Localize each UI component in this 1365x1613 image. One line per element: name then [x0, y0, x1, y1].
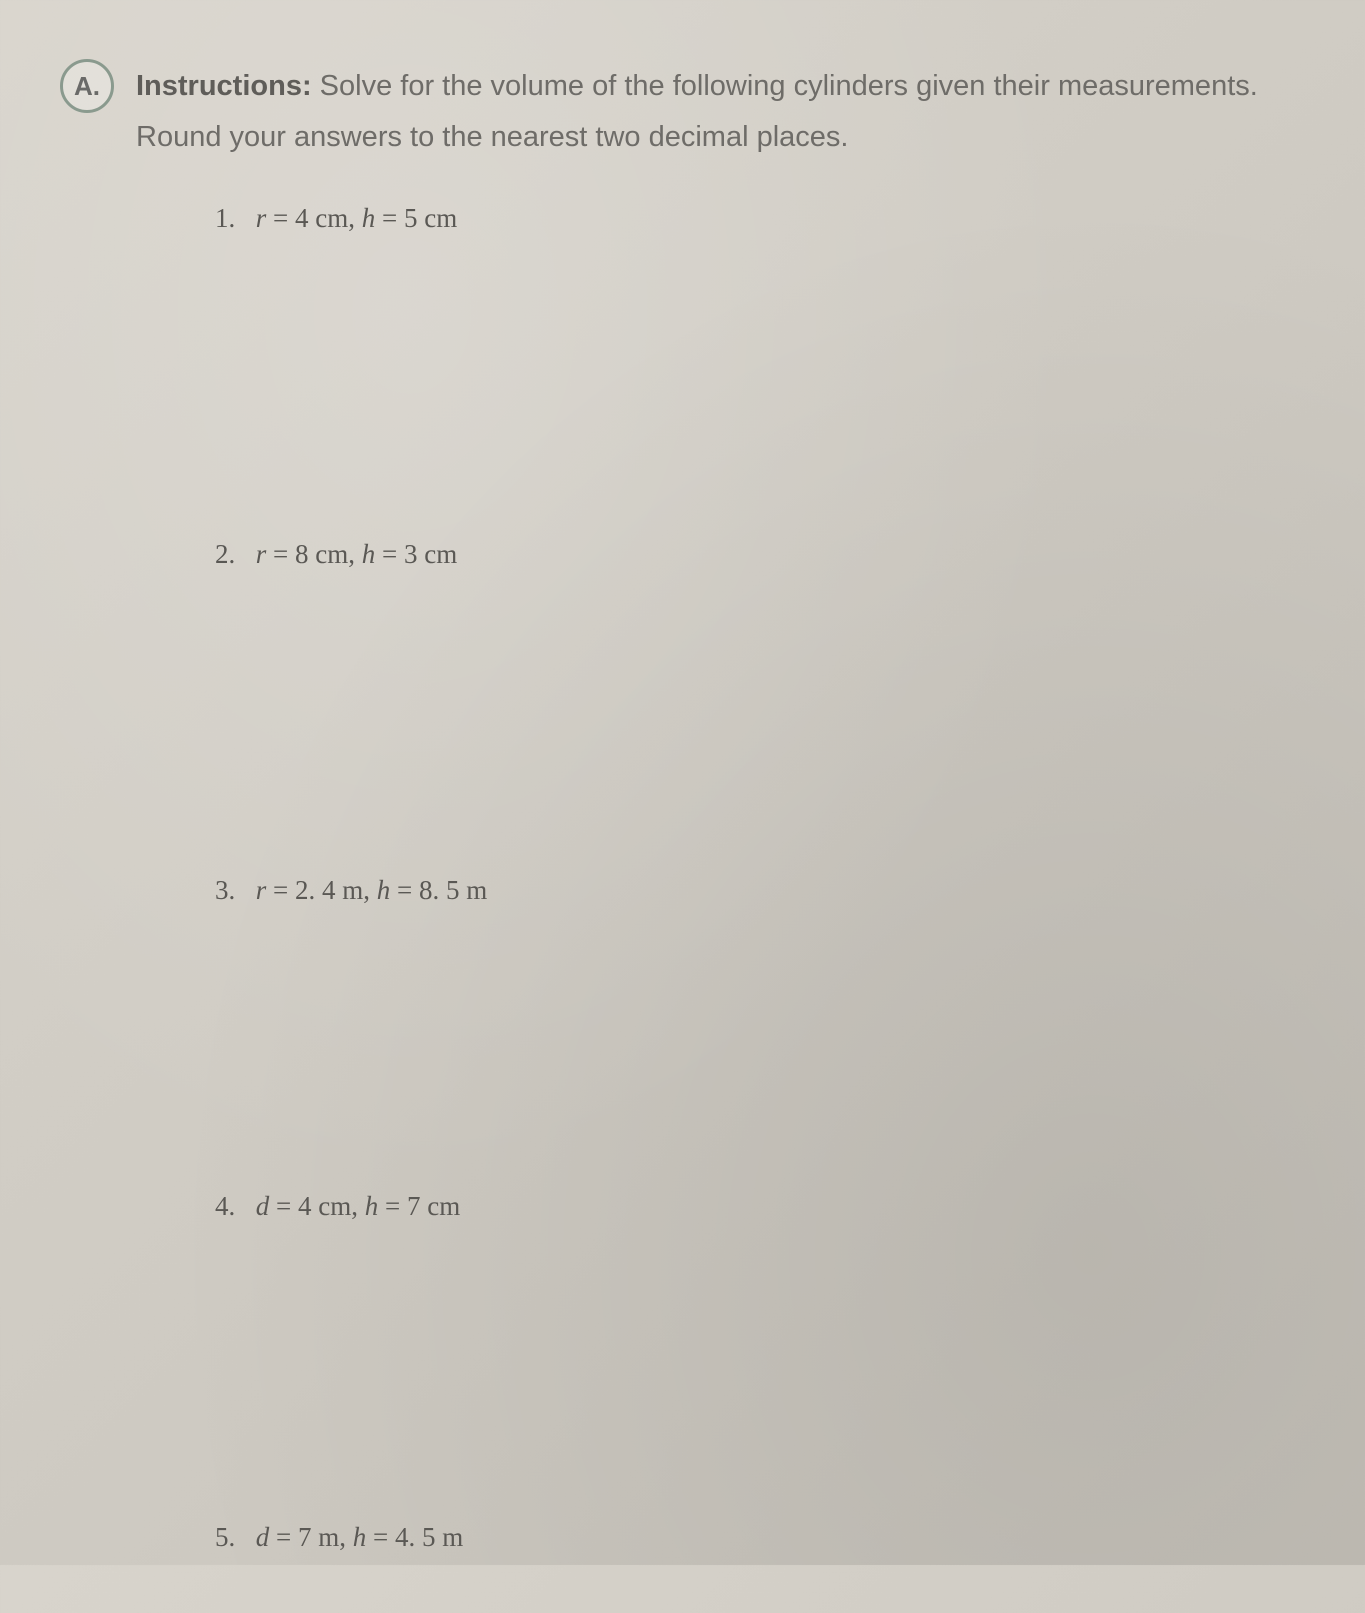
- instructions-label: Instructions:: [136, 70, 312, 102]
- comma: ,: [351, 1191, 365, 1221]
- problem-var2-value: 4. 5 m: [395, 1522, 463, 1552]
- problem-var1-value: 2. 4 m: [295, 875, 363, 905]
- problem-number: 4.: [215, 1191, 249, 1222]
- problem-var1-name: d: [256, 1522, 270, 1552]
- equals: =: [273, 539, 295, 569]
- problem-var1-value: 7 m: [298, 1522, 339, 1552]
- problem-var2-name: h: [365, 1191, 379, 1221]
- comma: ,: [339, 1522, 353, 1552]
- section-badge-label: A.: [74, 71, 100, 102]
- problem-var2-name: h: [377, 875, 391, 905]
- problem-var1-value: 4 cm: [295, 203, 348, 233]
- problem-var1-name: r: [256, 875, 267, 905]
- equals: =: [276, 1522, 298, 1552]
- problem-number: 3.: [215, 875, 249, 906]
- instructions-text: Instructions: Solve for the volume of th…: [136, 55, 1305, 163]
- problem-item: 4. d = 4 cm, h = 7 cm: [215, 1191, 1305, 1222]
- equals: =: [382, 539, 404, 569]
- problem-item: 2. r = 8 cm, h = 3 cm: [215, 539, 1305, 570]
- section-badge: A.: [60, 59, 114, 113]
- problem-item: 5. d = 7 m, h = 4. 5 m: [215, 1522, 1305, 1553]
- equals: =: [373, 1522, 395, 1552]
- problem-number: 5.: [215, 1522, 249, 1553]
- equals: =: [385, 1191, 407, 1221]
- problem-var1-name: r: [256, 203, 267, 233]
- section-header: A. Instructions: Solve for the volume of…: [60, 55, 1305, 163]
- problem-var2-name: h: [362, 539, 376, 569]
- problem-number: 1.: [215, 203, 249, 234]
- comma: ,: [363, 875, 377, 905]
- problem-var1-value: 8 cm: [295, 539, 348, 569]
- problem-var1-name: d: [256, 1191, 270, 1221]
- problem-var2-value: 7 cm: [407, 1191, 460, 1221]
- equals: =: [273, 875, 295, 905]
- worksheet-content: A. Instructions: Solve for the volume of…: [0, 0, 1365, 1613]
- problem-var2-name: h: [353, 1522, 367, 1552]
- problem-var2-name: h: [362, 203, 376, 233]
- equals: =: [273, 203, 295, 233]
- comma: ,: [348, 539, 362, 569]
- problem-var2-value: 8. 5 m: [419, 875, 487, 905]
- problems-list: 1. r = 4 cm, h = 5 cm 2. r = 8 cm, h = 3…: [60, 203, 1305, 1553]
- problem-var1-name: r: [256, 539, 267, 569]
- problem-item: 1. r = 4 cm, h = 5 cm: [215, 203, 1305, 234]
- problem-number: 2.: [215, 539, 249, 570]
- problem-var2-value: 5 cm: [404, 203, 457, 233]
- problem-item: 3. r = 2. 4 m, h = 8. 5 m: [215, 875, 1305, 906]
- equals: =: [276, 1191, 298, 1221]
- comma: ,: [348, 203, 362, 233]
- problem-var1-value: 4 cm: [298, 1191, 351, 1221]
- problem-var2-value: 3 cm: [404, 539, 457, 569]
- equals: =: [397, 875, 419, 905]
- equals: =: [382, 203, 404, 233]
